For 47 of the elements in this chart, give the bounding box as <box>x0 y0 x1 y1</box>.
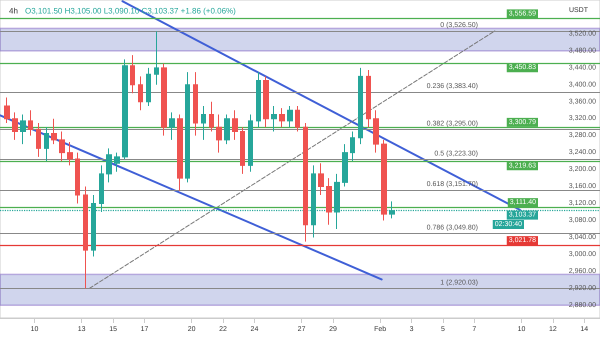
candlestick <box>154 30 159 86</box>
candlestick <box>130 54 135 94</box>
candlestick <box>350 130 355 162</box>
candlestick <box>295 106 300 132</box>
candlestick <box>138 76 143 111</box>
candlestick <box>51 118 57 145</box>
candlestick <box>201 106 206 140</box>
candlestick <box>20 114 26 145</box>
candlestick <box>146 67 151 106</box>
candlestick <box>263 76 269 128</box>
candlestick <box>177 114 183 192</box>
candlestick <box>318 162 324 196</box>
candlestick <box>240 126 245 174</box>
candlestick <box>224 114 230 145</box>
candlestick <box>342 144 348 188</box>
candlestick <box>44 126 49 162</box>
candlestick <box>358 67 363 145</box>
candlestick <box>185 72 190 183</box>
candlestick <box>12 112 18 140</box>
candlestick <box>216 114 222 154</box>
candlestick <box>75 152 80 204</box>
candlestick <box>326 178 332 226</box>
candlestick <box>59 130 65 162</box>
candlestick <box>161 63 167 136</box>
candlestick <box>193 72 198 136</box>
candlestick <box>366 69 371 128</box>
candlestick <box>122 58 128 160</box>
candlestick <box>232 110 238 140</box>
candlestick <box>256 72 261 128</box>
candlestick <box>106 148 112 183</box>
candlestick <box>36 122 41 158</box>
candlestick <box>303 122 308 242</box>
candlestick <box>287 106 293 128</box>
text: 4h <box>9 6 18 16</box>
candlestick <box>4 97 10 124</box>
candlestick <box>83 186 88 289</box>
candlestick <box>28 110 33 136</box>
candlestick <box>67 142 73 166</box>
candlestick <box>169 112 175 140</box>
candlestick <box>209 101 214 132</box>
candlestick <box>271 106 277 132</box>
candlestick <box>114 152 120 172</box>
text: O3,101.50 H3,105.00 L3,090.10 C3,103.37 +1.86 (+0.06%) <box>25 6 236 16</box>
candlestick <box>248 114 253 172</box>
candlestick <box>373 110 379 154</box>
candlestick <box>279 108 285 128</box>
candlestick <box>381 139 387 221</box>
